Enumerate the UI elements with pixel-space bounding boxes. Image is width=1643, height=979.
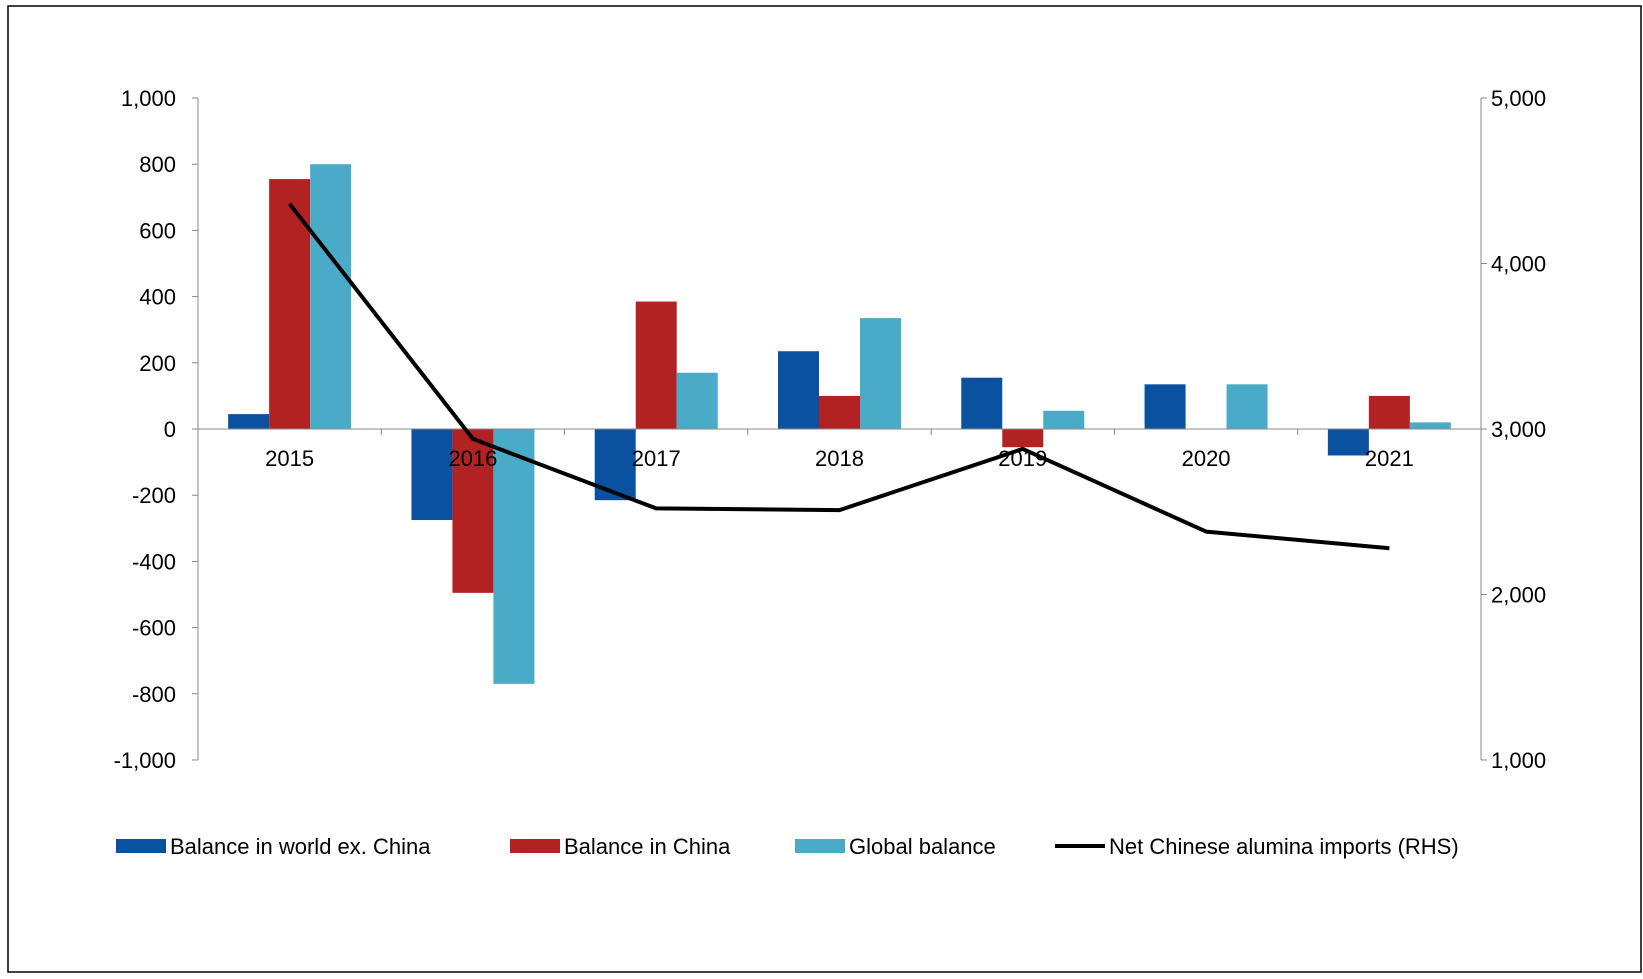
x-tick-label: 2015 — [265, 446, 314, 471]
bar-global-balance — [310, 164, 352, 429]
legend: Balance in world ex. China Balance in Chi… — [116, 834, 1459, 859]
bar-balance-in-china — [452, 429, 494, 593]
bar-balance-in-china — [635, 301, 677, 429]
left-tick-label: -400 — [132, 549, 176, 574]
bar-balance-in-world-ex-china — [1144, 384, 1186, 429]
bars — [228, 164, 1451, 684]
chart-border — [7, 5, 1642, 973]
left-tick-label: 0 — [164, 417, 176, 442]
bar-global-balance — [1043, 410, 1085, 429]
left-tick-label: 800 — [139, 152, 176, 177]
x-tick-label: 2018 — [815, 446, 864, 471]
legend-swatch-global-balance — [795, 839, 845, 853]
bar-global-balance — [860, 318, 901, 429]
legend-label-net-chinese-alumina-imports-rhs: Net Chinese alumina imports (RHS) — [1109, 834, 1459, 859]
x-tick-label: 2020 — [1182, 446, 1231, 471]
bar-balance-in-world-ex-china — [778, 351, 819, 429]
bar-balance-in-world-ex-china — [961, 377, 1003, 429]
bar-balance-in-world-ex-china — [228, 414, 270, 429]
bar-balance-in-china — [269, 179, 311, 429]
right-tick-label: 2,000 — [1491, 583, 1546, 608]
legend-swatch-balance-in-china — [510, 839, 560, 853]
right-axis: 1,000 2,000 3,000 4,000 5,000 — [1480, 86, 1546, 773]
bar-global-balance — [1226, 384, 1268, 429]
left-tick-label: 400 — [139, 285, 176, 310]
bar-global-balance — [676, 372, 718, 429]
legend-label-balance-in-world-ex-china: Balance in world ex. China — [170, 834, 431, 859]
legend-swatch-balance-in-world-ex-china — [116, 839, 166, 853]
x-axis-labels: 2015 2016 2017 2018 2019 2020 2021 — [265, 446, 1414, 471]
x-tick-label: 2019 — [998, 446, 1047, 471]
left-tick-label: -1,000 — [114, 748, 176, 773]
bar-balance-in-china — [819, 395, 860, 429]
left-tick-label: 200 — [139, 351, 176, 376]
bar-balance-in-world-ex-china — [411, 429, 453, 521]
line-net-chinese-alumina-imports-rhs — [288, 202, 1390, 551]
right-tick-label: 3,000 — [1491, 417, 1546, 442]
legend-label-balance-in-china: Balance in China — [564, 834, 731, 859]
x-tick-label: 2021 — [1365, 446, 1414, 471]
left-tick-label: 600 — [139, 218, 176, 243]
x-tick-label: 2017 — [632, 446, 681, 471]
zero-axis — [197, 428, 1482, 435]
bar-global-balance — [493, 429, 535, 684]
left-tick-label: -600 — [132, 616, 176, 641]
left-tick-label: -800 — [132, 682, 176, 707]
bar-balance-in-world-ex-china — [1327, 429, 1369, 456]
right-tick-label: 1,000 — [1491, 748, 1546, 773]
left-tick-label: 1,000 — [121, 86, 176, 111]
right-tick-label: 5,000 — [1491, 86, 1546, 111]
bar-global-balance — [1409, 422, 1451, 429]
line-series — [288, 202, 1390, 551]
right-tick-label: 4,000 — [1491, 252, 1546, 277]
bar-balance-in-china — [1368, 395, 1410, 429]
bar-balance-in-china — [1002, 429, 1044, 448]
left-axis: -1,000 -800 -600 -400 -200 0 200 400 600 800 1,000 — [114, 86, 199, 773]
x-tick-label: 2016 — [448, 446, 497, 471]
legend-label-global-balance: Global balance — [849, 834, 996, 859]
left-tick-label: -200 — [132, 483, 176, 508]
